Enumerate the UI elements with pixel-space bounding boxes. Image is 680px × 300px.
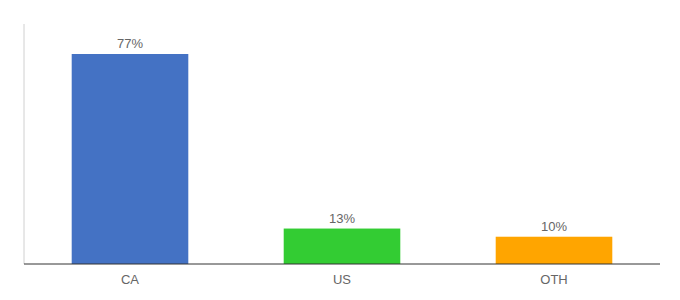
bar <box>496 237 613 264</box>
data-label: 10% <box>541 219 567 234</box>
bar <box>284 229 401 264</box>
chart-container: 77% 13% 10% CA US OTH <box>0 0 680 300</box>
x-tick-label: CA <box>121 272 139 287</box>
y-axis-line <box>24 24 25 264</box>
x-tick-label: US <box>333 272 351 287</box>
x-axis-line <box>24 264 660 265</box>
data-label: 13% <box>329 211 355 226</box>
x-tick-label: OTH <box>540 272 567 287</box>
bars <box>72 54 613 264</box>
data-label: 77% <box>117 36 143 51</box>
bar <box>72 54 189 264</box>
chart: 77% 13% 10% CA US OTH <box>0 0 680 300</box>
